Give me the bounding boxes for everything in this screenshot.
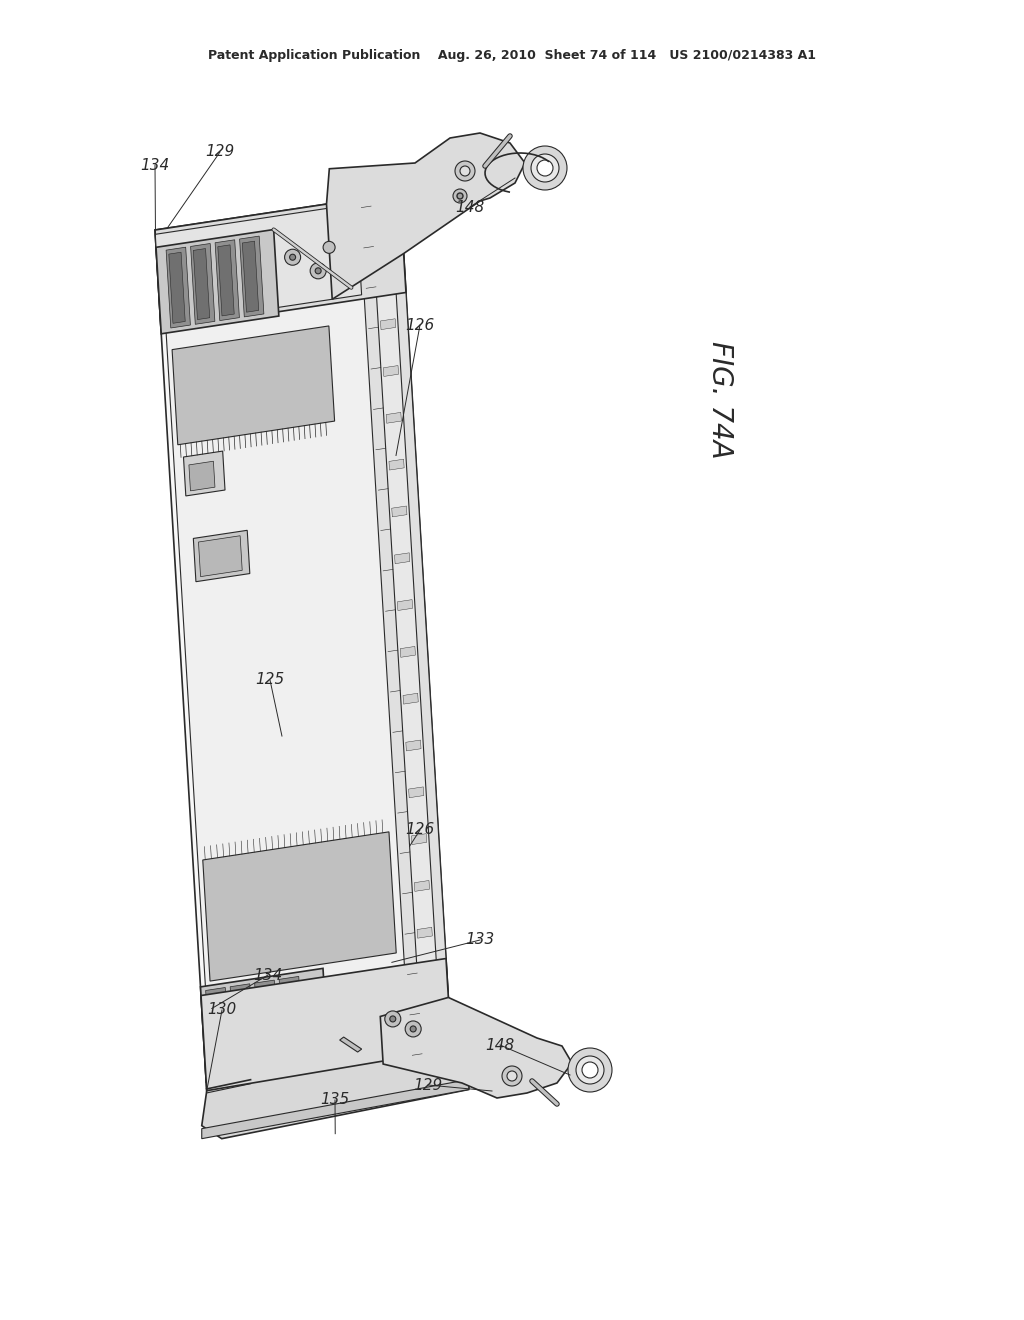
Text: 148: 148 <box>485 1038 515 1052</box>
Polygon shape <box>172 326 335 445</box>
Polygon shape <box>380 998 572 1098</box>
Polygon shape <box>156 205 361 325</box>
Polygon shape <box>378 272 393 282</box>
Polygon shape <box>155 193 452 1096</box>
Polygon shape <box>161 216 415 1077</box>
Polygon shape <box>215 240 240 321</box>
Polygon shape <box>417 928 432 939</box>
Polygon shape <box>155 193 406 330</box>
Text: 130: 130 <box>208 1002 237 1018</box>
Circle shape <box>285 249 301 265</box>
Text: 135: 135 <box>321 1093 349 1107</box>
Circle shape <box>315 268 322 273</box>
Polygon shape <box>202 1048 472 1139</box>
Circle shape <box>406 1020 421 1038</box>
Polygon shape <box>375 226 390 236</box>
Polygon shape <box>201 969 329 1082</box>
Polygon shape <box>194 248 210 319</box>
Text: 126: 126 <box>406 822 434 837</box>
Polygon shape <box>392 506 407 517</box>
Polygon shape <box>371 199 442 1055</box>
Circle shape <box>390 1016 396 1022</box>
Polygon shape <box>423 1020 438 1032</box>
Polygon shape <box>257 987 274 1063</box>
Polygon shape <box>386 412 401 424</box>
Polygon shape <box>230 983 255 1072</box>
Polygon shape <box>206 987 230 1076</box>
Polygon shape <box>255 981 280 1068</box>
Circle shape <box>385 1011 400 1027</box>
Polygon shape <box>381 318 395 330</box>
Circle shape <box>523 147 567 190</box>
Circle shape <box>457 193 463 199</box>
Polygon shape <box>340 1038 361 1052</box>
Circle shape <box>502 1067 522 1086</box>
Circle shape <box>310 263 327 279</box>
Circle shape <box>324 242 335 253</box>
Circle shape <box>507 1071 517 1081</box>
Polygon shape <box>188 461 215 491</box>
Polygon shape <box>156 230 279 334</box>
Polygon shape <box>169 252 185 323</box>
Circle shape <box>568 1048 612 1092</box>
Text: 134: 134 <box>140 157 170 173</box>
Polygon shape <box>394 553 410 564</box>
Polygon shape <box>409 787 424 797</box>
Circle shape <box>575 1056 604 1084</box>
Polygon shape <box>412 834 427 845</box>
Text: 129: 129 <box>206 144 234 160</box>
Circle shape <box>537 160 553 176</box>
Polygon shape <box>358 193 452 1059</box>
Polygon shape <box>406 741 421 751</box>
Polygon shape <box>383 366 398 376</box>
Circle shape <box>453 189 467 203</box>
Polygon shape <box>282 983 299 1059</box>
Polygon shape <box>190 243 215 325</box>
Text: Patent Application Publication    Aug. 26, 2010  Sheet 74 of 114   US 2100/02143: Patent Application Publication Aug. 26, … <box>208 49 816 62</box>
Polygon shape <box>218 244 234 315</box>
Text: 134: 134 <box>253 968 283 982</box>
Polygon shape <box>415 880 429 891</box>
Polygon shape <box>233 991 250 1067</box>
Polygon shape <box>199 536 243 577</box>
Polygon shape <box>209 995 225 1069</box>
Text: 148: 148 <box>456 199 484 214</box>
Circle shape <box>531 154 559 182</box>
Polygon shape <box>327 133 525 300</box>
Polygon shape <box>400 647 416 657</box>
Circle shape <box>582 1063 598 1078</box>
Text: 129: 129 <box>414 1077 442 1093</box>
Circle shape <box>460 166 470 176</box>
Text: 125: 125 <box>255 672 285 688</box>
Circle shape <box>411 1026 416 1032</box>
Polygon shape <box>202 1080 469 1139</box>
Text: FIG. 74A: FIG. 74A <box>706 341 734 459</box>
Polygon shape <box>420 974 435 985</box>
Text: 126: 126 <box>406 318 434 333</box>
Polygon shape <box>183 451 225 496</box>
Polygon shape <box>243 242 259 313</box>
Polygon shape <box>203 832 396 981</box>
Polygon shape <box>397 599 413 610</box>
Polygon shape <box>240 236 264 317</box>
Polygon shape <box>403 693 418 704</box>
Text: 133: 133 <box>465 932 495 948</box>
Circle shape <box>455 161 475 181</box>
Polygon shape <box>280 977 304 1064</box>
Circle shape <box>290 255 296 260</box>
Polygon shape <box>194 531 250 582</box>
Polygon shape <box>166 247 190 327</box>
Polygon shape <box>201 958 452 1096</box>
Polygon shape <box>389 459 404 470</box>
